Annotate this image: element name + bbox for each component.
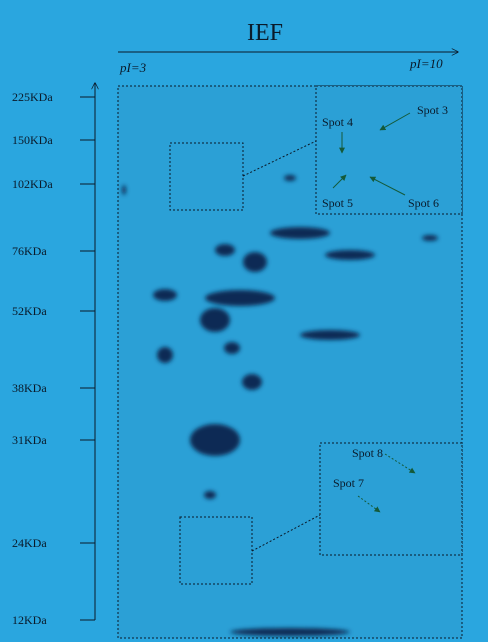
mw-label: 150KDa: [12, 133, 53, 147]
mw-label: 225KDa: [12, 90, 53, 104]
spot-label: Spot 8: [352, 446, 383, 460]
mw-label: 12KDa: [12, 613, 47, 627]
mw-label: 24KDa: [12, 536, 47, 550]
mw-label: 31KDa: [12, 433, 47, 447]
mw-label: 76KDa: [12, 244, 47, 258]
spot-label: Spot 4: [322, 115, 353, 129]
mw-label: 38KDa: [12, 381, 47, 395]
ph-low: pI=3: [119, 60, 147, 75]
title: IEF: [247, 20, 283, 46]
spot-label: Spot 6: [408, 196, 439, 210]
spot-label: Spot 3: [417, 103, 448, 117]
ph-high: pI=10: [409, 56, 443, 71]
mw-label: 102KDa: [12, 177, 53, 191]
figure: IEF pI=3 pI=10 225KDa 150KDa 102KDa 76KDa 52…: [0, 0, 488, 642]
mw-label: 52KDa: [12, 304, 47, 318]
spot-label: Spot 7: [333, 476, 364, 490]
inset-bottom: [320, 443, 462, 555]
spot-label: Spot 5: [322, 196, 353, 210]
